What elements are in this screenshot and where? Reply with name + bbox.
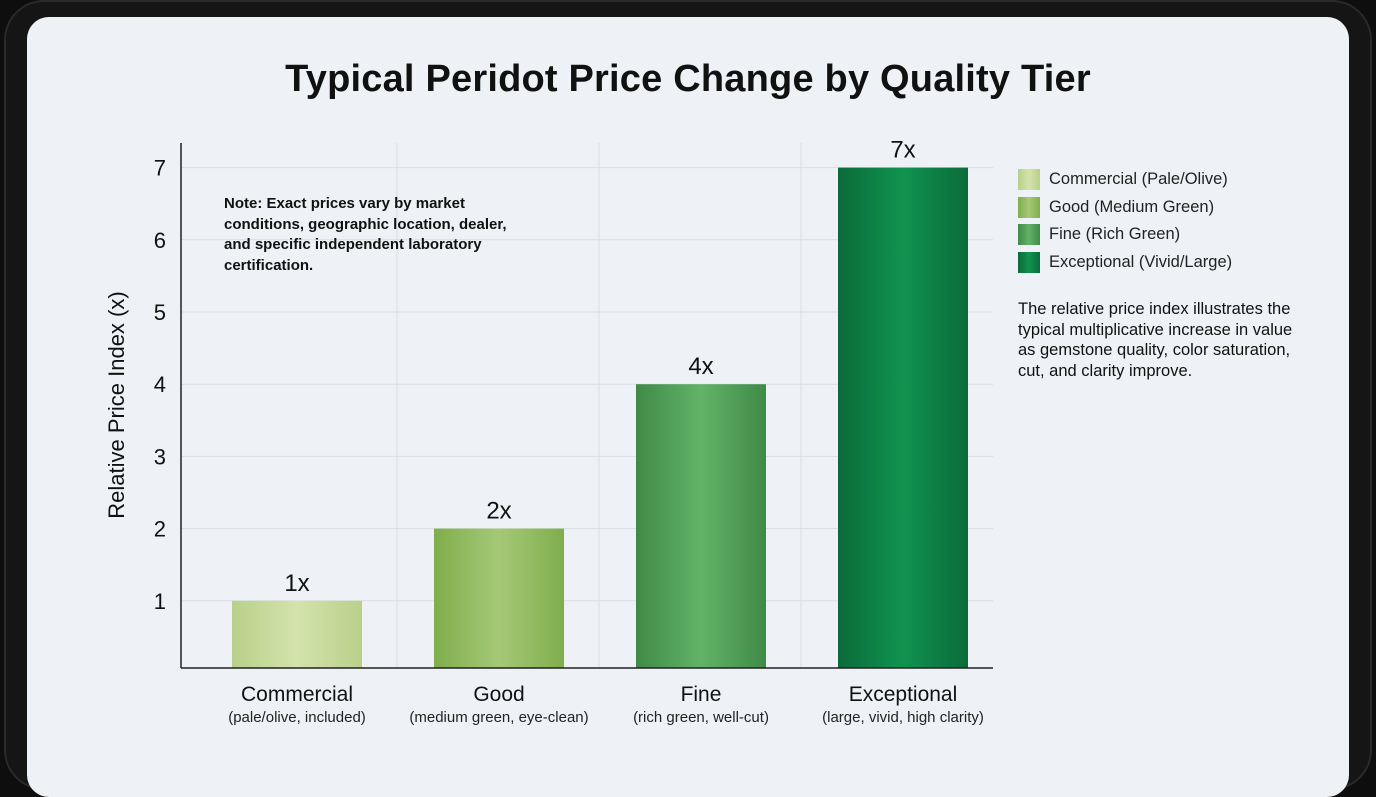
y-tick-label: 2 [154,517,166,542]
data-label: 7x [890,137,915,164]
y-tick-label: 5 [154,300,166,325]
legend: Commercial (Pale/Olive) Good (Medium Gre… [1018,166,1232,276]
chart-description: The relative price index illustrates the… [1018,300,1293,380]
chart-note: Note: Exact prices vary by market condit… [224,195,507,274]
legend-label: Commercial (Pale/Olive) [1049,170,1228,189]
y-tick-label: 7 [154,156,166,181]
legend-label: Good (Medium Green) [1049,197,1215,216]
x-tick-label: Fine [681,683,722,706]
x-tick-label: Commercial [241,683,353,706]
bar-exceptional [838,167,968,668]
data-label: 1x [284,570,309,597]
bar-chart: 1 2 3 4 5 6 7 1x Commercial (pale/olive, included… [104,137,993,726]
legend-swatch [1018,251,1040,273]
legend-swatch [1018,196,1040,218]
bar-good [434,528,564,668]
x-tick-sublabel: (medium green, eye-clean) [409,709,588,726]
y-tick-label: 1 [154,589,166,614]
x-tick-label: Good [473,683,524,706]
legend-item-fine: Fine (Rich Green) [1018,221,1232,249]
x-tick-sublabel: (pale/olive, included) [228,709,366,726]
chart-title: Typical Peridot Price Change by Quality … [285,58,1091,100]
x-tick-label: Exceptional [849,683,958,706]
bar-commercial [232,600,362,668]
legend-swatch [1018,224,1040,246]
x-tick-sublabel: (rich green, well-cut) [633,709,769,726]
legend-item-good: Good (Medium Green) [1018,194,1232,222]
legend-label: Exceptional (Vivid/Large) [1049,252,1233,271]
x-tick-sublabel: (large, vivid, high clarity) [822,709,984,726]
legend-item-exceptional: Exceptional (Vivid/Large) [1018,249,1232,277]
legend-item-commercial: Commercial (Pale/Olive) [1018,166,1232,194]
bar-fine [636,384,766,668]
y-tick-label: 6 [154,228,166,253]
legend-label: Fine (Rich Green) [1049,225,1181,244]
y-tick-label: 4 [154,372,166,397]
data-label: 2x [486,498,511,525]
y-tick-label: 3 [154,444,166,469]
y-axis-label: Relative Price Index (x) [104,291,129,518]
data-label: 4x [688,353,713,380]
legend-swatch [1018,169,1040,191]
